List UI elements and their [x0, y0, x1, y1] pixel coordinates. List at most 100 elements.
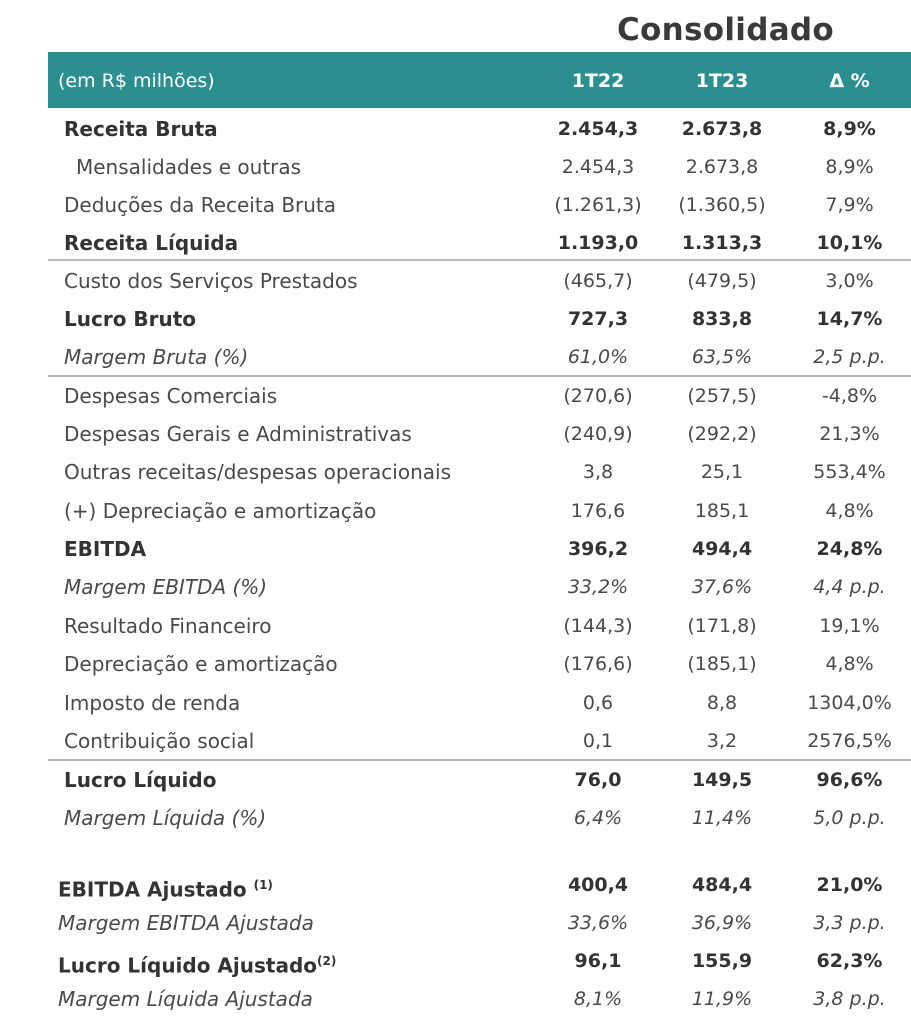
- footnote-marker: (2): [317, 954, 337, 968]
- cell-1t23: 155,9: [691, 950, 753, 972]
- row-label: Deduções da Receita Bruta: [64, 193, 337, 217]
- cell-1t22: 400,4: [567, 874, 629, 896]
- table-row: Deduções da Receita Bruta (1.261,3) (1.3…: [48, 186, 911, 224]
- row-label: Mensalidades e outras: [76, 155, 302, 179]
- cell-1t22: 2.454,3: [561, 156, 635, 178]
- cell-1t22: 727,3: [567, 308, 629, 330]
- cell-1t22: 0,6: [582, 692, 614, 714]
- table-row: Receita Líquida 1.193,0 1.313,3 10,1%: [48, 224, 911, 262]
- cell-delta: 10,1%: [816, 232, 883, 254]
- table-row: Lucro Líquido 76,0 149,5 96,6%: [48, 761, 911, 799]
- cell-1t22: 396,2: [567, 538, 629, 560]
- column-1t22: 1T22: [571, 70, 625, 92]
- row-label: Custo dos Serviços Prestados: [64, 269, 358, 293]
- cell-1t22: 33,6%: [567, 912, 629, 934]
- cell-delta: 96,6%: [816, 769, 883, 791]
- table-row: Despesas Gerais e Administrativas (240,9…: [48, 415, 911, 453]
- cell-1t23: (257,5): [687, 385, 757, 407]
- table-row: Mensalidades e outras 2.454,3 2.673,8 8,…: [48, 148, 911, 186]
- cell-1t22: (270,6): [563, 385, 633, 407]
- cell-delta: -4,8%: [821, 385, 878, 407]
- cell-delta: 21,0%: [816, 874, 883, 896]
- column-1t23: 1T23: [695, 70, 749, 92]
- cell-1t23: 8,8: [706, 692, 738, 714]
- table-row: Margem Bruta (%) 61,0% 63,5% 2,5 p.p.: [48, 338, 911, 376]
- cell-1t22: 0,1: [582, 730, 614, 752]
- cell-delta: 3,0%: [825, 270, 874, 292]
- row-label: Lucro Líquido: [64, 768, 217, 792]
- cell-1t23: 833,8: [691, 308, 753, 330]
- table-row: Lucro Líquido Ajustado(2) 96,1 155,9 62,…: [48, 942, 911, 980]
- table-row: EBITDA Ajustado (1) 400,4 484,4 21,0%: [48, 866, 911, 904]
- cell-delta: 5,0 p.p.: [813, 807, 886, 829]
- row-label: Margem Líquida (%): [64, 806, 267, 830]
- row-label: Despesas Gerais e Administrativas: [64, 422, 412, 446]
- row-label: EBITDA Ajustado (1): [58, 866, 273, 909]
- cell-1t23: 494,4: [691, 538, 753, 560]
- row-label: Margem Bruta (%): [64, 345, 249, 369]
- cell-delta: 3,8 p.p.: [813, 988, 886, 1010]
- table-row: Margem Líquida Ajustada 8,1% 11,9% 3,8 p…: [48, 980, 911, 1018]
- cell-1t23: 11,4%: [691, 807, 753, 829]
- unit-label: (em R$ milhões): [58, 70, 215, 92]
- cell-delta: 14,7%: [816, 308, 883, 330]
- cell-delta: 4,8%: [825, 500, 874, 522]
- cell-delta: 4,4 p.p.: [813, 576, 886, 598]
- cell-1t23: (171,8): [687, 615, 757, 637]
- cell-delta: 3,3 p.p.: [813, 912, 886, 934]
- table-row: Despesas Comerciais (270,6) (257,5) -4,8…: [48, 377, 911, 415]
- row-label: Margem EBITDA Ajustada: [58, 911, 314, 935]
- footnote-marker: (1): [253, 878, 273, 892]
- row-label: Imposto de renda: [64, 691, 241, 715]
- cell-1t23: 149,5: [691, 769, 753, 791]
- cell-delta: 553,4%: [813, 461, 886, 483]
- cell-1t22: (176,6): [563, 653, 633, 675]
- row-label: (+) Depreciação e amortização: [64, 499, 377, 523]
- table-row: Margem Líquida (%) 6,4% 11,4% 5,0 p.p.: [48, 799, 911, 837]
- row-label: Lucro Líquido Ajustado(2): [58, 942, 336, 985]
- cell-1t23: (1.360,5): [678, 194, 766, 216]
- row-label: Despesas Comerciais: [64, 384, 278, 408]
- row-label: Depreciação e amortização: [64, 652, 338, 676]
- table-row: Margem EBITDA Ajustada 33,6% 36,9% 3,3 p…: [48, 904, 911, 942]
- cell-1t23: 25,1: [700, 461, 744, 483]
- cell-delta: 8,9%: [825, 156, 874, 178]
- cell-1t22: 8,1%: [573, 988, 623, 1010]
- cell-1t23: 3,2: [706, 730, 738, 752]
- row-label: Receita Bruta: [64, 117, 218, 141]
- row-label: Margem EBITDA (%): [64, 575, 268, 599]
- cell-delta: 8,9%: [823, 118, 876, 140]
- cell-1t23: 2.673,8: [681, 118, 763, 140]
- table-row: EBITDA 396,2 494,4 24,8%: [48, 530, 911, 568]
- cell-delta: 4,8%: [825, 653, 874, 675]
- cell-1t23: 37,6%: [691, 576, 753, 598]
- cell-1t23: (479,5): [687, 270, 757, 292]
- row-label-text: EBITDA Ajustado: [58, 877, 247, 902]
- cell-delta: 21,3%: [819, 423, 880, 445]
- row-label: Receita Líquida: [64, 231, 239, 255]
- cell-1t22: (1.261,3): [554, 194, 642, 216]
- cell-1t22: 33,2%: [567, 576, 629, 598]
- row-label: Outras receitas/despesas operacionais: [64, 460, 452, 484]
- table-row: Outras receitas/despesas operacionais 3,…: [48, 453, 911, 491]
- cell-delta: 19,1%: [819, 615, 880, 637]
- row-label: Lucro Bruto: [64, 307, 197, 331]
- separator-line: [48, 259, 911, 261]
- cell-1t22: 6,4%: [573, 807, 623, 829]
- table-title: Consolidado: [616, 12, 834, 48]
- separator-line: [48, 759, 911, 761]
- cell-1t22: 96,1: [574, 950, 622, 972]
- cell-1t23: 484,4: [691, 874, 753, 896]
- table-row: Custo dos Serviços Prestados (465,7) (47…: [48, 262, 911, 300]
- table-row: Resultado Financeiro (144,3) (171,8) 19,…: [48, 607, 911, 645]
- table-row: Margem EBITDA (%) 33,2% 37,6% 4,4 p.p.: [48, 568, 911, 606]
- table-row: Receita Bruta 2.454,3 2.673,8 8,9%: [48, 110, 911, 148]
- cell-1t22: 76,0: [574, 769, 622, 791]
- cell-1t22: 2.454,3: [557, 118, 639, 140]
- column-delta: Δ %: [829, 70, 870, 92]
- cell-1t23: 185,1: [694, 500, 750, 522]
- table-row: (+) Depreciação e amortização 176,6 185,…: [48, 492, 911, 530]
- table-row: Depreciação e amortização (176,6) (185,1…: [48, 645, 911, 683]
- cell-1t22: (465,7): [563, 270, 633, 292]
- cell-1t22: (240,9): [563, 423, 633, 445]
